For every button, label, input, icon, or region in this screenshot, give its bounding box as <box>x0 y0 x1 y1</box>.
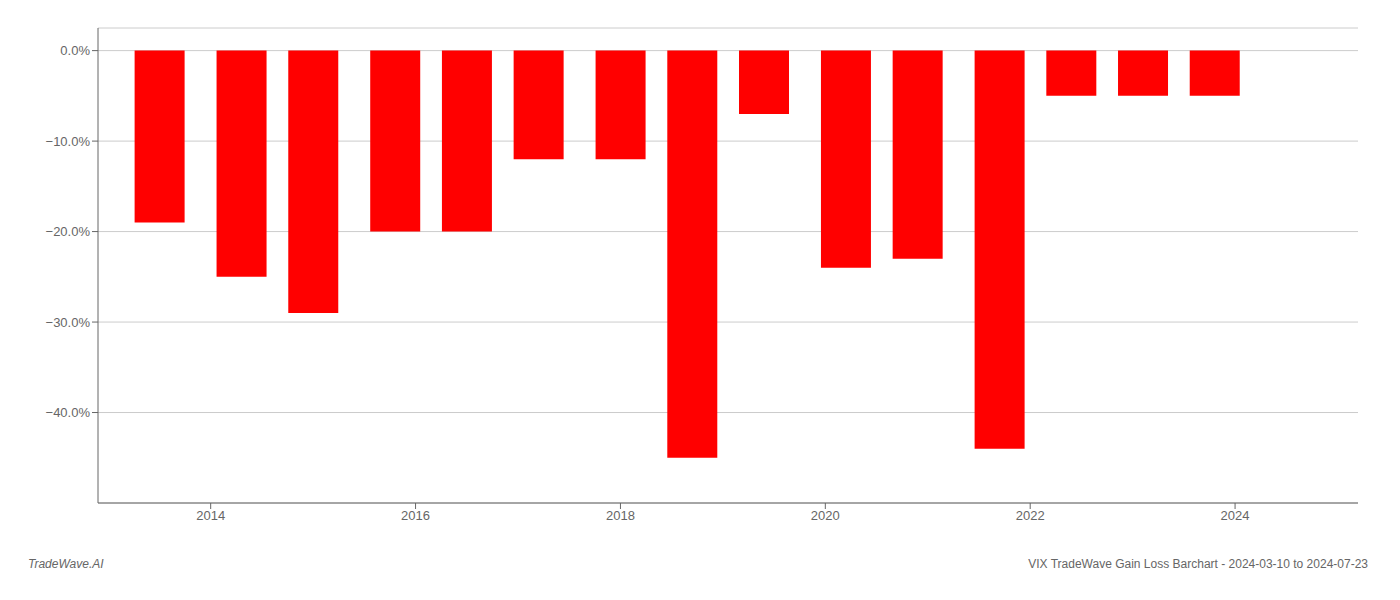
svg-text:−40.0%: −40.0% <box>46 405 91 420</box>
svg-text:2024: 2024 <box>1221 508 1250 523</box>
html-text:TradeWave.AI: TradeWave.AI <box>28 557 104 571</box>
html-text:VIX TradeWave Gain Loss Barcha: VIX TradeWave Gain Loss Barchart - 2024-… <box>1028 557 1368 571</box>
svg-text:2016: 2016 <box>401 508 430 523</box>
svg-text:0.0%: 0.0% <box>60 43 90 58</box>
svg-text:−20.0%: −20.0% <box>46 224 91 239</box>
svg-text:2014: 2014 <box>196 508 225 523</box>
svg-text:2020: 2020 <box>811 508 840 523</box>
svg-text:2018: 2018 <box>606 508 635 523</box>
svg-text:−10.0%: −10.0% <box>46 134 91 149</box>
svg-text:−30.0%: −30.0% <box>46 315 91 330</box>
svg-text:2022: 2022 <box>1016 508 1045 523</box>
